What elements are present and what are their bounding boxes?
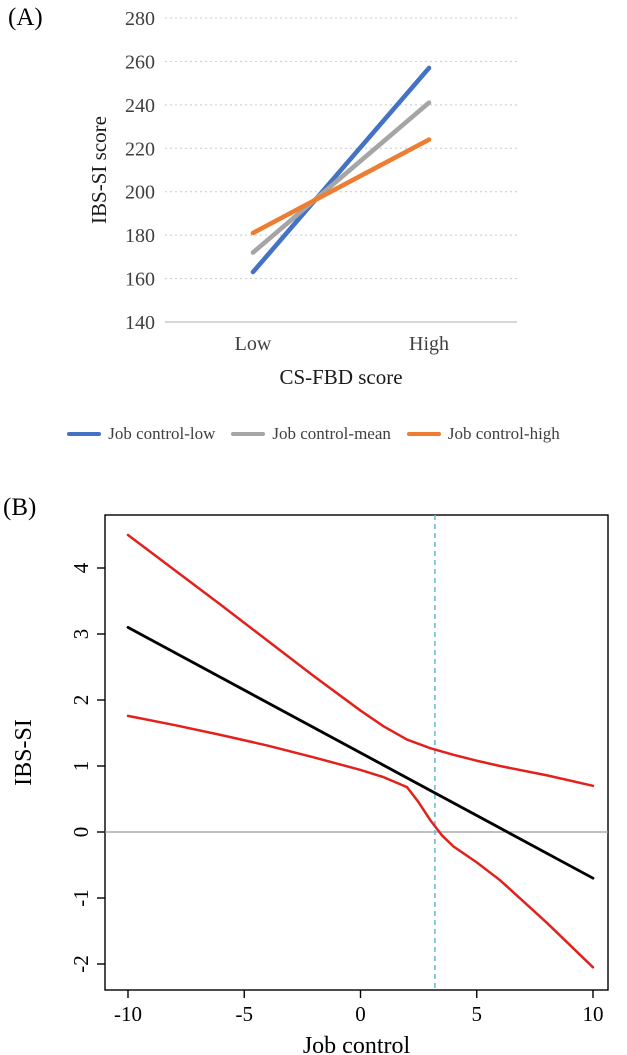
legend-label-job-control-mean: Job control-mean <box>272 424 391 443</box>
y-tick-label: 0 <box>69 827 93 838</box>
legend-swatch-job-control-low <box>67 432 102 436</box>
y-tick-label: 180 <box>125 225 155 247</box>
y-tick-label: 280 <box>125 8 155 30</box>
x-tick-label: -10 <box>114 1002 142 1026</box>
y-tick-label: 220 <box>125 138 155 160</box>
y-tick-label: 4 <box>69 562 93 573</box>
x-tick-label: 0 <box>355 1002 366 1026</box>
y-tick-label: 3 <box>69 629 93 640</box>
y-tick-label: 240 <box>125 95 155 117</box>
y-tick-label: -1 <box>69 889 93 907</box>
y-tick-label: 1 <box>69 761 93 772</box>
legend-swatch-job-control-mean <box>231 432 266 436</box>
y-axis-title: IBS-SI score <box>87 116 111 224</box>
y-axis-title: IBS-SI <box>11 719 37 786</box>
y-tick-label: 140 <box>125 312 155 334</box>
panel-b-label: (B) <box>3 494 37 521</box>
legend-item-job-control-low: Job control-low <box>67 424 215 444</box>
series-line-job-control-high <box>250 137 432 236</box>
legend-label-job-control-low: Job control-low <box>108 424 216 443</box>
x-tick-label: -5 <box>236 1002 254 1026</box>
x-axis-title: Job control <box>303 1033 411 1055</box>
x-tick-label: 10 <box>583 1002 604 1026</box>
y-tick-label: -2 <box>69 955 93 973</box>
y-tick-label: 200 <box>125 182 155 204</box>
legend-swatch-job-control-high <box>406 432 441 436</box>
series-line-estimated-slope <box>126 625 595 880</box>
legend-item-job-control-high: Job control-high <box>406 424 560 444</box>
panel-a-label: (A) <box>8 4 43 31</box>
y-tick-label: 160 <box>125 269 155 291</box>
panel-a-chart: 140 160 180 200 220 240 260 280 Low High CS-FBD sc… <box>87 8 517 389</box>
x-axis-title: CS-FBD score <box>279 365 402 389</box>
series-line-job-control-mean <box>250 100 432 255</box>
x-category-label-high: High <box>409 333 449 355</box>
series-line-upper-95-ci <box>126 533 595 788</box>
legend-label-job-control-high: Job control-high <box>447 424 560 443</box>
legend: Job control-low Job control-mean Job con… <box>0 424 627 444</box>
series-line-lower-95-ci <box>126 714 595 969</box>
plot-frame <box>104 514 609 991</box>
x-category-label-low: Low <box>235 333 272 355</box>
series-line-job-control-low <box>250 65 432 275</box>
y-tick-label: 2 <box>69 695 93 706</box>
legend-item-job-control-mean: Job control-mean <box>231 424 391 444</box>
x-tick-label: 5 <box>472 1002 483 1026</box>
y-tick-label: 260 <box>125 51 155 73</box>
